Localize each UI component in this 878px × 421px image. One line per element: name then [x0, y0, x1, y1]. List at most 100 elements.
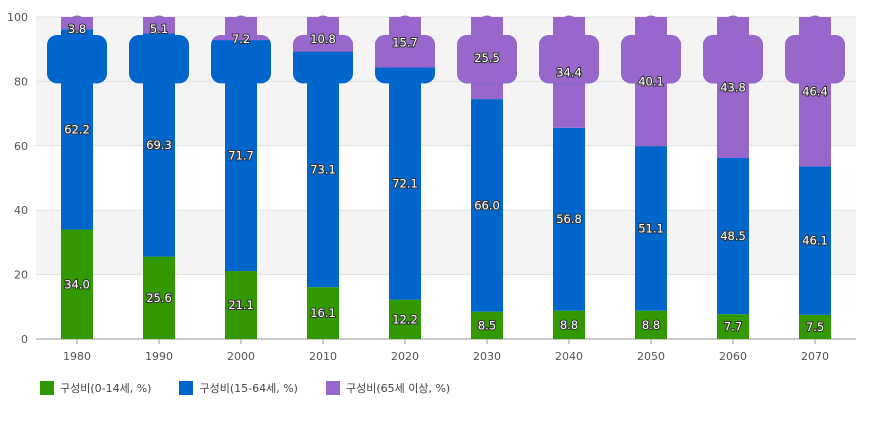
data-label: 3.8	[68, 22, 86, 36]
person-figure-icon	[129, 15, 189, 84]
data-label: 25.5	[474, 51, 500, 65]
legend-swatch	[325, 381, 340, 395]
data-label: 12.2	[392, 312, 418, 326]
bar-segment-1[interactable]	[389, 299, 421, 339]
data-label: 46.1	[802, 234, 828, 248]
bar-segment-2[interactable]	[389, 67, 421, 300]
data-label: 8.5	[478, 318, 496, 332]
data-label: 62.2	[64, 122, 90, 136]
data-label: 40.1	[638, 75, 664, 89]
person-figure-icon	[457, 15, 517, 84]
data-label: 51.1	[638, 221, 664, 235]
data-label: 46.4	[802, 85, 828, 99]
legend-item[interactable]: 구성비(0-14세, %)	[40, 380, 151, 396]
x-tick-label: 1990	[145, 350, 173, 363]
shoulders-65plus-fill	[703, 35, 763, 84]
legend-item[interactable]: 구성비(65세 이상, %)	[325, 380, 451, 396]
shoulders-65plus-fill	[211, 35, 271, 41]
data-label: 7.7	[724, 320, 742, 334]
x-tick-label: 2050	[637, 350, 665, 363]
bar-segment-2[interactable]	[471, 99, 503, 312]
shoulders-65plus-fill	[457, 35, 517, 84]
bar-segment-2[interactable]	[553, 127, 585, 311]
data-label: 8.8	[560, 318, 578, 332]
shoulders-65plus-fill	[375, 35, 435, 68]
person-figure-icon	[785, 15, 845, 84]
bar-segment-2[interactable]	[799, 166, 831, 315]
y-tick-label: 80	[14, 75, 28, 88]
data-label: 25.6	[146, 291, 172, 305]
head-shape	[314, 15, 332, 33]
x-tick-label: 2040	[555, 350, 583, 363]
data-label: 7.2	[232, 32, 250, 46]
person-figure-icon	[539, 15, 599, 84]
legend-label: 구성비(15-64세, %)	[199, 382, 298, 395]
head-shape	[396, 15, 414, 33]
legend: 구성비(0-14세, %) 구성비(15-64세, %) 구성비(65세 이상, %…	[40, 380, 450, 396]
head-shape	[232, 15, 250, 33]
bar-segment-1[interactable]	[143, 256, 175, 339]
person-figure-icon	[375, 15, 435, 84]
shoulders-65plus-fill	[293, 35, 353, 52]
shoulders-shape	[47, 35, 107, 84]
x-tick-label: 2000	[227, 350, 255, 363]
bar-segment-2[interactable]	[635, 146, 667, 311]
data-label: 15.7	[392, 35, 418, 49]
x-tick-label: 2030	[473, 350, 501, 363]
data-label: 5.1	[150, 22, 168, 36]
x-tick-label: 1980	[63, 350, 91, 363]
person-figure-icon	[621, 15, 681, 84]
y-tick-label: 20	[14, 269, 28, 282]
shoulders-65plus-fill	[621, 35, 681, 84]
head-shape	[478, 15, 496, 33]
bar-segment-1[interactable]	[225, 271, 257, 339]
y-tick-label: 0	[21, 333, 28, 346]
head-shape	[642, 15, 660, 33]
bar-segment-1[interactable]	[717, 314, 749, 339]
data-label: 34.0	[64, 277, 90, 291]
shoulders-65plus-fill	[785, 35, 845, 84]
x-tick-label: 2060	[719, 350, 747, 363]
y-tick-label: 60	[14, 140, 28, 153]
legend-swatch	[40, 381, 54, 395]
data-label: 8.8	[642, 318, 660, 332]
legend-label: 구성비(0-14세, %)	[60, 382, 152, 395]
bar-segment-1[interactable]	[471, 311, 503, 339]
legend-swatch	[179, 381, 194, 395]
x-tick-label: 2020	[391, 350, 419, 363]
bar-segment-1[interactable]	[61, 229, 93, 339]
bar-segment-2[interactable]	[307, 51, 339, 288]
x-tick-label: 2070	[801, 350, 829, 363]
x-tick-label: 2010	[309, 350, 337, 363]
legend-label: 구성비(65세 이상, %)	[345, 382, 451, 395]
bar-segment-1[interactable]	[799, 314, 831, 339]
data-label: 71.7	[228, 149, 254, 163]
legend-item[interactable]: 구성비(15-64세, %)	[179, 380, 298, 396]
bar-segment-1[interactable]	[553, 310, 585, 339]
data-label: 21.1	[228, 298, 254, 312]
bar-segment-1[interactable]	[307, 287, 339, 339]
shoulders-shape	[129, 35, 189, 84]
data-label: 34.4	[556, 65, 582, 79]
data-label: 72.1	[392, 177, 418, 191]
data-label: 69.3	[146, 138, 172, 152]
person-figure-icon	[211, 15, 271, 84]
data-label: 56.8	[556, 212, 582, 226]
person-figure-icon	[703, 15, 763, 84]
data-label: 7.5	[806, 320, 824, 334]
shoulders-shape	[211, 35, 271, 84]
head-shape	[150, 15, 168, 33]
head-shape	[724, 15, 742, 33]
head-shape	[68, 15, 86, 33]
y-tick-label: 40	[14, 204, 28, 217]
data-label: 43.8	[720, 81, 746, 95]
data-label: 48.5	[720, 229, 746, 243]
data-label: 66.0	[474, 198, 500, 212]
bar-segment-2[interactable]	[717, 158, 749, 315]
shoulders-65plus-fill	[539, 35, 599, 84]
bar-segment-1[interactable]	[635, 310, 667, 339]
head-shape	[560, 15, 578, 33]
head-shape	[806, 15, 824, 33]
